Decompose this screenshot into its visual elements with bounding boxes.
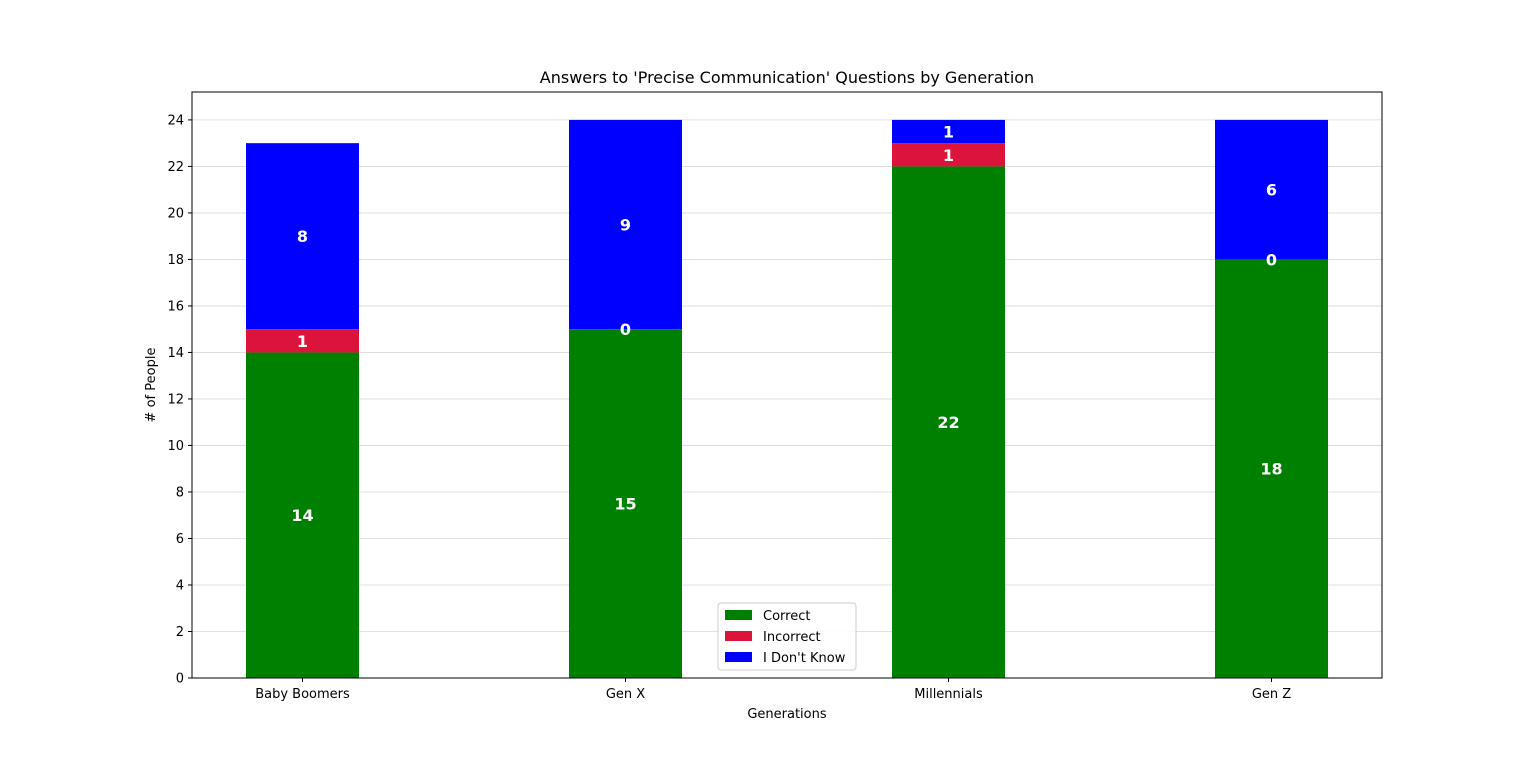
legend-swatch bbox=[725, 610, 752, 620]
y-tick-label: 12 bbox=[167, 392, 184, 407]
data-label: 15 bbox=[614, 495, 636, 514]
y-tick-label: 10 bbox=[167, 439, 184, 454]
legend-entry: Incorrect bbox=[763, 630, 821, 645]
y-tick-label: 6 bbox=[176, 532, 184, 547]
y-tick-label: 22 bbox=[167, 160, 184, 175]
data-label: 1 bbox=[943, 123, 954, 142]
bar-incorrect bbox=[892, 143, 1005, 167]
legend-swatch bbox=[725, 652, 752, 662]
bar-i-don-t-know bbox=[1215, 119, 1328, 260]
bar-correct bbox=[1215, 259, 1328, 678]
data-label: 0 bbox=[1266, 250, 1277, 269]
y-tick-label: 24 bbox=[167, 113, 184, 128]
bar-i-don-t-know bbox=[569, 119, 682, 330]
y-tick-label: 8 bbox=[176, 485, 184, 500]
legend-box bbox=[717, 602, 857, 671]
data-label: 18 bbox=[1260, 460, 1282, 479]
plot-frame bbox=[191, 91, 1383, 679]
x-tick-label: Millennials bbox=[914, 687, 983, 702]
x-tick-label: Baby Boomers bbox=[255, 687, 350, 702]
bar-i-don-t-know bbox=[892, 119, 1005, 144]
data-label: 0 bbox=[620, 320, 631, 339]
y-axis-label: # of People bbox=[144, 348, 159, 423]
y-tick-label: 20 bbox=[167, 206, 184, 221]
legend: Correct Incorrect I Don't Know bbox=[717, 602, 857, 671]
legend-entry: Correct bbox=[763, 609, 810, 624]
y-tick-label: 18 bbox=[167, 253, 184, 268]
bar-correct bbox=[892, 166, 1005, 678]
data-label: 8 bbox=[297, 227, 308, 246]
x-tick-label: Gen X bbox=[606, 687, 645, 702]
data-label: 1 bbox=[297, 332, 308, 351]
legend-swatch bbox=[725, 631, 752, 641]
y-tick-label: 0 bbox=[176, 672, 184, 687]
x-axis-ticks: Baby Boomers Gen X Millennials Gen Z bbox=[255, 678, 1291, 702]
y-tick-label: 4 bbox=[176, 578, 184, 593]
chart-title: Answers to 'Precise Communication' Quest… bbox=[540, 68, 1034, 87]
bar-correct bbox=[569, 329, 682, 678]
bar-i-don-t-know bbox=[246, 143, 359, 330]
y-tick-label: 2 bbox=[176, 625, 184, 640]
data-label: 9 bbox=[620, 216, 631, 235]
legend-entry: I Don't Know bbox=[763, 651, 846, 666]
y-tick-label: 16 bbox=[167, 299, 184, 314]
x-axis-label: Generations bbox=[747, 707, 827, 722]
data-label: 1 bbox=[943, 146, 954, 165]
x-tick-label: Gen Z bbox=[1252, 687, 1291, 702]
data-label: 14 bbox=[291, 506, 313, 525]
bar-incorrect bbox=[246, 329, 359, 353]
bars bbox=[246, 119, 1328, 678]
data-label: 6 bbox=[1266, 181, 1277, 200]
y-tick-label: 14 bbox=[167, 346, 184, 361]
bar-correct bbox=[246, 352, 359, 678]
data-label: 22 bbox=[937, 413, 959, 432]
